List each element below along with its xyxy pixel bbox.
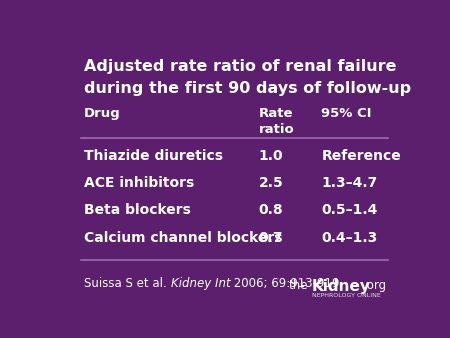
Text: Calcium channel blockers: Calcium channel blockers [84,231,283,245]
Text: 2006; 69:913-919.: 2006; 69:913-919. [230,277,343,290]
Text: 0.7: 0.7 [258,231,283,245]
Text: the: the [288,279,308,292]
Text: Kidney Int: Kidney Int [171,277,230,290]
Text: Reference: Reference [321,149,401,163]
Text: Thiazide diuretics: Thiazide diuretics [84,149,223,163]
Text: 0.5–1.4: 0.5–1.4 [321,203,378,217]
Text: 95% CI: 95% CI [321,107,372,120]
Text: Rate
ratio: Rate ratio [258,107,294,136]
Text: Beta blockers: Beta blockers [84,203,191,217]
Text: during the first 90 days of follow-up: during the first 90 days of follow-up [84,81,411,96]
Text: ACE inhibitors: ACE inhibitors [84,176,194,190]
Text: 0.8: 0.8 [258,203,283,217]
Text: NEPHROLOGY ONLINE: NEPHROLOGY ONLINE [312,293,381,298]
Text: Adjusted rate ratio of renal failure: Adjusted rate ratio of renal failure [84,59,396,74]
Text: Kidney: Kidney [312,279,371,294]
Text: 1.3–4.7: 1.3–4.7 [321,176,378,190]
Text: 0.4–1.3: 0.4–1.3 [321,231,378,245]
Text: .org: .org [364,279,387,292]
Text: Drug: Drug [84,107,121,120]
Text: 1.0: 1.0 [258,149,283,163]
Text: Suissa S et al.: Suissa S et al. [84,277,171,290]
Text: 2.5: 2.5 [258,176,284,190]
